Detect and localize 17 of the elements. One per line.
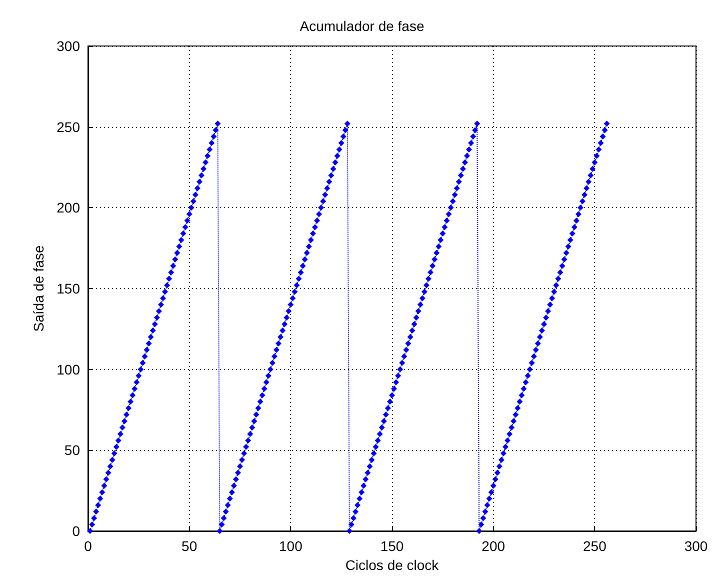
x-axis-title: Ciclos de clock (345, 556, 440, 573)
y-tick-label: 200 (56, 200, 80, 216)
y-axis-title: Saída de fase (30, 245, 47, 332)
x-tick-label: 200 (482, 538, 506, 554)
x-tick-label: 100 (278, 538, 303, 554)
x-tick-label: 0 (84, 538, 92, 554)
y-tick-label: 300 (56, 38, 80, 54)
y-tick-label: 0 (72, 523, 80, 539)
x-tick-label: 150 (380, 538, 404, 554)
y-tick-label: 250 (56, 118, 80, 135)
y-tick-label: 150 (56, 280, 80, 296)
chart-title: Acumulador de fase (300, 18, 424, 34)
y-tick-label: 50 (64, 442, 80, 458)
y-tick-label: 100 (56, 361, 80, 378)
x-tick-label: 50 (182, 538, 198, 554)
x-tick-label: 300 (684, 538, 708, 554)
x-tick-label: 250 (582, 538, 607, 554)
